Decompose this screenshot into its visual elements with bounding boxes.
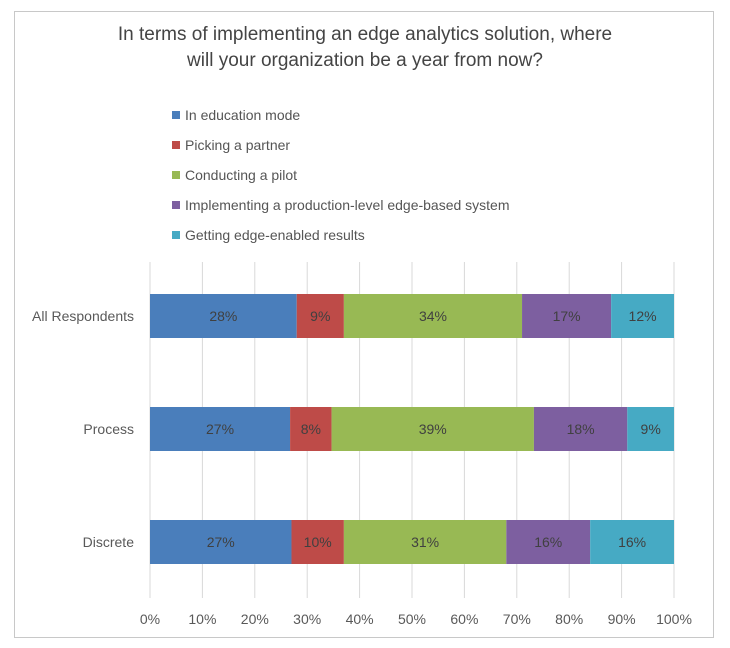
chart-title: In terms of implementing an edge analyti… [0, 22, 730, 74]
bar-segment [611, 294, 674, 338]
data-label: 27% [207, 534, 235, 550]
legend-item: In education mode [172, 100, 510, 130]
bar-segment [296, 294, 344, 338]
data-label: 31% [411, 534, 439, 550]
legend-label: Conducting a pilot [185, 167, 298, 183]
data-label: 28% [209, 308, 237, 324]
bar-segment [343, 294, 523, 338]
category-label: All Respondents [32, 308, 134, 324]
x-tick-label: 60% [450, 611, 478, 627]
legend-item: Getting edge-enabled results [172, 220, 510, 250]
chart-title-line-1: In terms of implementing an edge analyti… [117, 24, 613, 45]
data-label: 27% [206, 421, 234, 437]
bar-segment [291, 520, 344, 564]
bar-segment [331, 407, 534, 451]
legend-swatch [172, 111, 180, 119]
legend-item: Picking a partner [172, 130, 510, 160]
x-tick-label: 40% [346, 611, 374, 627]
data-label: 17% [553, 308, 581, 324]
data-label: 8% [301, 421, 321, 437]
legend-label: Implementing a production-level edge-bas… [185, 197, 510, 213]
x-tick-label: 30% [293, 611, 321, 627]
data-label: 12% [629, 308, 657, 324]
data-label: 16% [618, 534, 646, 550]
legend-label: Picking a partner [185, 137, 291, 153]
data-label: 9% [310, 308, 330, 324]
x-tick-label: 100% [656, 611, 692, 627]
chart-title-line-2: will your organization be a year from no… [187, 50, 543, 71]
legend-label: Getting edge-enabled results [185, 227, 365, 243]
bar-segment [533, 407, 628, 451]
x-tick-label: 10% [188, 611, 216, 627]
legend-swatch [172, 231, 180, 239]
bar-segment [150, 520, 292, 564]
x-tick-label: 90% [608, 611, 636, 627]
legend-item: Implementing a production-level edge-bas… [172, 190, 510, 220]
data-label: 18% [567, 421, 595, 437]
legend-swatch [172, 201, 180, 209]
legend-item: Conducting a pilot [172, 160, 510, 190]
x-tick-label: 20% [241, 611, 269, 627]
data-label: 10% [304, 534, 332, 550]
legend-label: In education mode [185, 107, 301, 123]
data-label: 16% [534, 534, 562, 550]
bar-segment [150, 407, 291, 451]
legend-swatch [172, 141, 180, 149]
x-tick-label: 0% [140, 611, 160, 627]
bar-segment [290, 407, 332, 451]
bar-segment [627, 407, 674, 451]
data-label: 39% [419, 421, 447, 437]
category-label: Discrete [83, 534, 135, 550]
legend-swatch [172, 171, 180, 179]
bar-segment [343, 520, 507, 564]
bar-segment [590, 520, 674, 564]
chart-legend: In education mode Picking a partner Cond… [172, 100, 510, 250]
data-label: 34% [419, 308, 447, 324]
x-tick-label: 80% [555, 611, 583, 627]
category-label: Process [83, 421, 134, 437]
bar-segment [522, 294, 612, 338]
x-tick-label: 50% [398, 611, 426, 627]
x-tick-label: 70% [503, 611, 531, 627]
bar-segment [150, 294, 297, 338]
data-label: 9% [641, 421, 661, 437]
bar-segment [506, 520, 591, 564]
